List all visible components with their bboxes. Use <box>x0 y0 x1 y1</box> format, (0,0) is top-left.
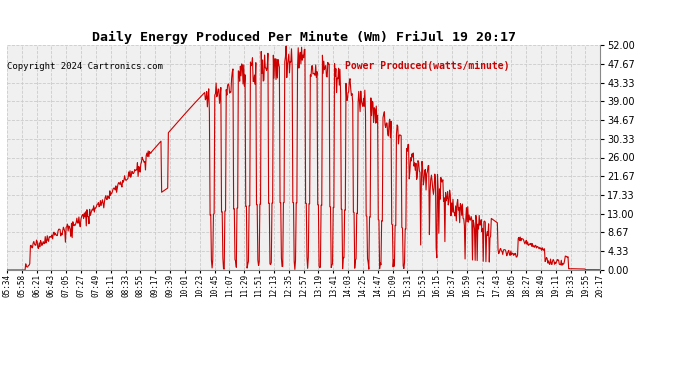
Text: Copyright 2024 Cartronics.com: Copyright 2024 Cartronics.com <box>7 62 163 71</box>
Text: Power Produced(watts/minute): Power Produced(watts/minute) <box>345 62 509 71</box>
Title: Daily Energy Produced Per Minute (Wm) FriJul 19 20:17: Daily Energy Produced Per Minute (Wm) Fr… <box>92 31 515 44</box>
